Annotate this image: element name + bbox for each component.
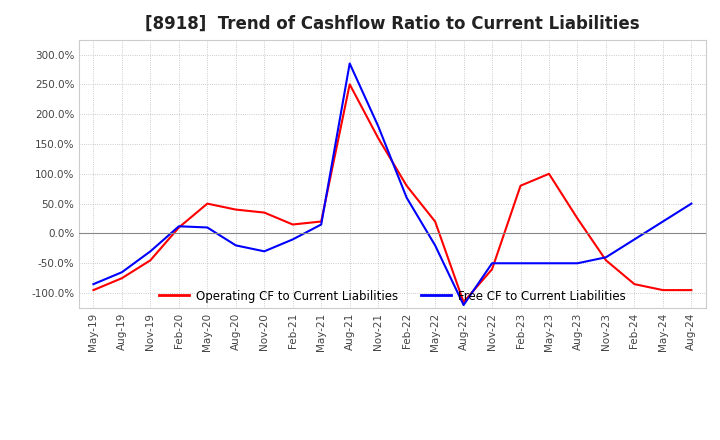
Operating CF to Current Liabilities xyxy=(431,219,439,224)
Operating CF to Current Liabilities xyxy=(573,216,582,221)
Free CF to Current Liabilities xyxy=(374,124,382,129)
Legend: Operating CF to Current Liabilities, Free CF to Current Liabilities: Operating CF to Current Liabilities, Fre… xyxy=(154,285,631,308)
Title: [8918]  Trend of Cashflow Ratio to Current Liabilities: [8918] Trend of Cashflow Ratio to Curren… xyxy=(145,15,639,33)
Operating CF to Current Liabilities xyxy=(174,225,183,230)
Free CF to Current Liabilities xyxy=(630,237,639,242)
Free CF to Current Liabilities xyxy=(146,249,155,254)
Free CF to Current Liabilities xyxy=(289,237,297,242)
Operating CF to Current Liabilities xyxy=(374,136,382,141)
Free CF to Current Liabilities xyxy=(431,243,439,248)
Operating CF to Current Liabilities xyxy=(346,82,354,87)
Operating CF to Current Liabilities xyxy=(659,287,667,293)
Free CF to Current Liabilities xyxy=(89,282,98,287)
Free CF to Current Liabilities xyxy=(573,260,582,266)
Operating CF to Current Liabilities xyxy=(89,287,98,293)
Operating CF to Current Liabilities xyxy=(630,282,639,287)
Free CF to Current Liabilities xyxy=(602,255,611,260)
Operating CF to Current Liabilities xyxy=(459,299,468,304)
Free CF to Current Liabilities xyxy=(174,224,183,229)
Free CF to Current Liabilities xyxy=(117,270,126,275)
Free CF to Current Liabilities xyxy=(545,260,554,266)
Free CF to Current Liabilities xyxy=(459,302,468,308)
Operating CF to Current Liabilities xyxy=(317,219,325,224)
Operating CF to Current Liabilities xyxy=(687,287,696,293)
Operating CF to Current Liabilities xyxy=(232,207,240,212)
Free CF to Current Liabilities xyxy=(687,201,696,206)
Operating CF to Current Liabilities xyxy=(516,183,525,188)
Free CF to Current Liabilities xyxy=(346,61,354,66)
Operating CF to Current Liabilities xyxy=(545,171,554,176)
Operating CF to Current Liabilities xyxy=(289,222,297,227)
Free CF to Current Liabilities xyxy=(659,219,667,224)
Free CF to Current Liabilities xyxy=(203,225,212,230)
Free CF to Current Liabilities xyxy=(487,260,496,266)
Operating CF to Current Liabilities xyxy=(203,201,212,206)
Free CF to Current Liabilities xyxy=(317,222,325,227)
Operating CF to Current Liabilities xyxy=(487,267,496,272)
Line: Free CF to Current Liabilities: Free CF to Current Liabilities xyxy=(94,63,691,305)
Line: Operating CF to Current Liabilities: Operating CF to Current Liabilities xyxy=(94,84,691,302)
Operating CF to Current Liabilities xyxy=(260,210,269,215)
Operating CF to Current Liabilities xyxy=(146,258,155,263)
Operating CF to Current Liabilities xyxy=(117,275,126,281)
Operating CF to Current Liabilities xyxy=(602,258,611,263)
Free CF to Current Liabilities xyxy=(516,260,525,266)
Operating CF to Current Liabilities xyxy=(402,183,411,188)
Free CF to Current Liabilities xyxy=(232,243,240,248)
Free CF to Current Liabilities xyxy=(402,195,411,200)
Free CF to Current Liabilities xyxy=(260,249,269,254)
